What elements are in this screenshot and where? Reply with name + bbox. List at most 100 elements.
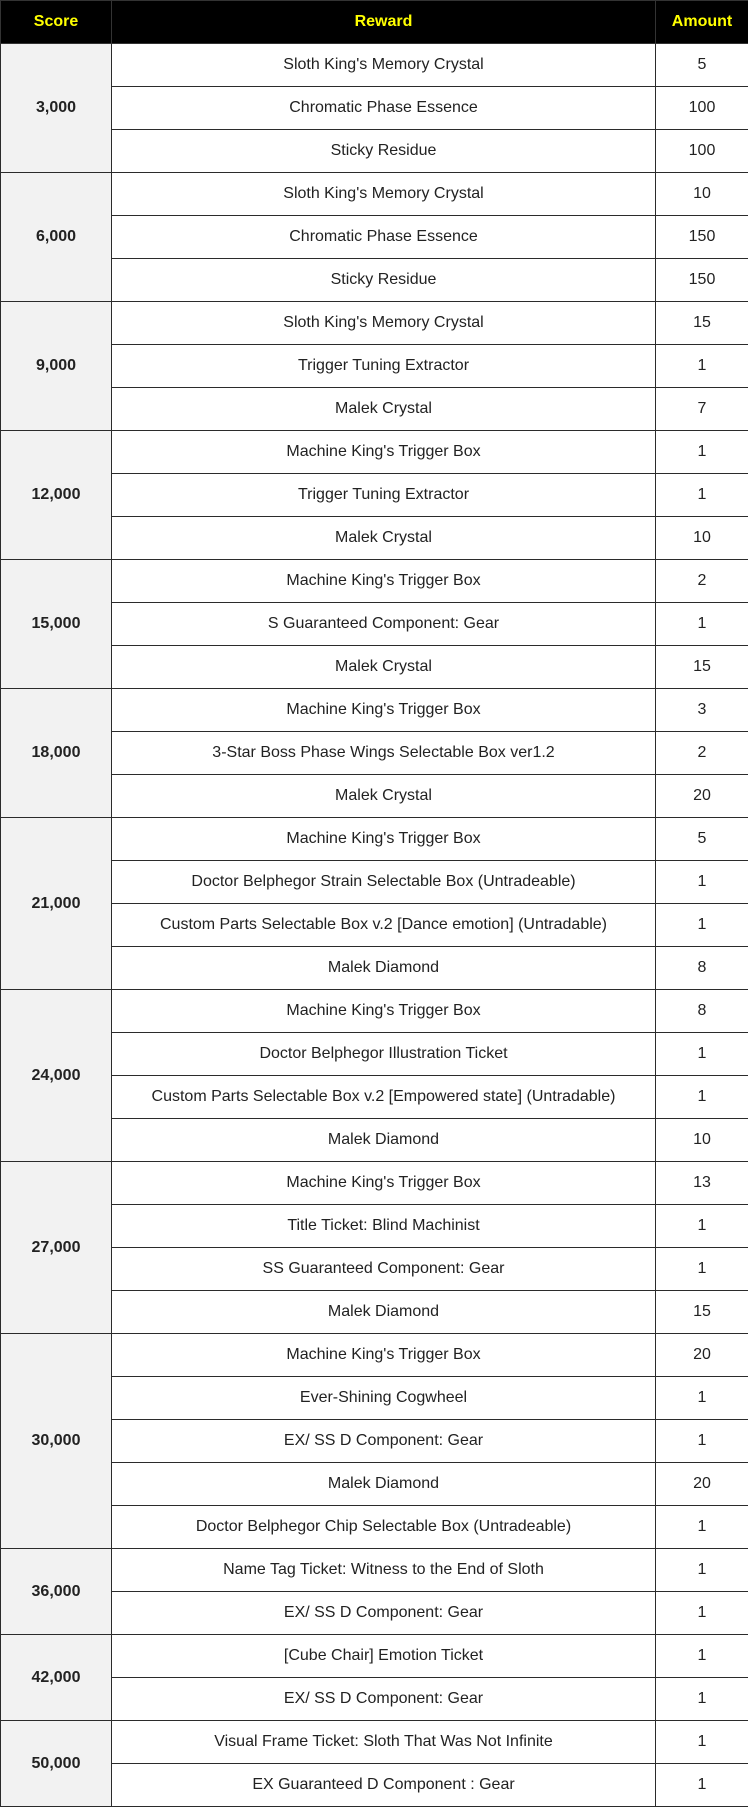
table-row: Chromatic Phase Essence 100 (1, 86, 748, 130)
score-cell: 6,000 (0, 172, 112, 302)
score-cell: 18,000 (0, 688, 112, 818)
amount-cell: 1 (655, 1591, 748, 1635)
amount-cell: 1 (655, 1677, 748, 1721)
amount-cell: 1 (655, 473, 748, 517)
amount-cell: 10 (655, 172, 748, 216)
header-row: Score Reward Amount (0, 0, 748, 44)
score-cell: 50,000 (0, 1720, 112, 1807)
reward-cell: Custom Parts Selectable Box v.2 [Dance e… (111, 903, 656, 947)
amount-cell: 1 (655, 1247, 748, 1291)
reward-cell: Trigger Tuning Extractor (111, 344, 656, 388)
table-row: 30,000 Machine King's Trigger Box 20 (0, 1333, 748, 1549)
reward-cell: Malek Crystal (111, 645, 656, 689)
reward-cell: Visual Frame Ticket: Sloth That Was Not … (111, 1720, 656, 1764)
score-cell: 9,000 (0, 301, 112, 431)
score-cell: 3,000 (0, 43, 112, 173)
amount-cell: 20 (655, 1462, 748, 1506)
reward-cell: EX/ SS D Component: Gear (111, 1419, 656, 1463)
table-row: Malek Diamond 20 (1, 1462, 748, 1506)
amount-cell: 1 (655, 1204, 748, 1248)
header-reward: Reward (111, 0, 656, 44)
table-row: Malek Diamond 8 (1, 946, 748, 990)
table-row: Doctor Belphegor Illustration Ticket 1 (1, 1032, 748, 1076)
score-cell: 15,000 (0, 559, 112, 689)
table-row: 3-Star Boss Phase Wings Selectable Box v… (1, 731, 748, 775)
table-row: 42,000 [Cube Chair] Emotion Ticket 1 (0, 1634, 748, 1721)
amount-cell: 150 (655, 258, 748, 302)
reward-cell: Doctor Belphegor Strain Selectable Box (… (111, 860, 656, 904)
table-row: 36,000 Name Tag Ticket: Witness to the En… (0, 1548, 748, 1635)
table-row: Malek Diamond 15 (1, 1290, 748, 1334)
amount-cell: 7 (655, 387, 748, 431)
amount-cell: 1 (655, 860, 748, 904)
reward-cell: Doctor Belphegor Illustration Ticket (111, 1032, 656, 1076)
reward-cell: SS Guaranteed Component: Gear (111, 1247, 656, 1291)
reward-cell: Malek Diamond (111, 1290, 656, 1334)
table-row: 15,000 Machine King's Trigger Box 2 (0, 559, 748, 689)
score-cell: 27,000 (0, 1161, 112, 1334)
reward-cell: EX Guaranteed D Component : Gear (111, 1763, 656, 1807)
table-row: Trigger Tuning Extractor 1 (1, 473, 748, 517)
table-row: 9,000 Sloth King's Memory Crystal 15 (0, 301, 748, 431)
table-row: Custom Parts Selectable Box v.2 [Empower… (1, 1075, 748, 1119)
score-cell: 12,000 (0, 430, 112, 560)
reward-cell: Malek Diamond (111, 1462, 656, 1506)
table-row: Chromatic Phase Essence 150 (1, 215, 748, 259)
amount-cell: 1 (655, 1505, 748, 1549)
amount-cell: 15 (655, 645, 748, 689)
table-row: 24,000 Machine King's Trigger Box 8 (0, 989, 748, 1162)
reward-cell: Custom Parts Selectable Box v.2 [Empower… (111, 1075, 656, 1119)
reward-cell: Machine King's Trigger Box (111, 430, 656, 474)
table-row: Doctor Belphegor Chip Selectable Box (Un… (1, 1505, 748, 1549)
reward-cell: Sticky Residue (111, 129, 656, 173)
table-row: 6,000 Sloth King's Memory Crystal 10 (0, 172, 748, 302)
amount-cell: 1 (655, 1376, 748, 1420)
amount-cell: 1 (655, 344, 748, 388)
amount-cell: 1 (655, 1634, 748, 1678)
reward-cell: Machine King's Trigger Box (111, 1161, 656, 1205)
amount-cell: 20 (655, 774, 748, 818)
reward-cell: Machine King's Trigger Box (111, 688, 656, 732)
table-row: Sticky Residue 150 (1, 258, 748, 302)
amount-cell: 10 (655, 516, 748, 560)
table-row: 27,000 Machine King's Trigger Box 13 (0, 1161, 748, 1334)
table-row: EX/ SS D Component: Gear 1 (1, 1677, 748, 1721)
amount-cell: 15 (655, 1290, 748, 1334)
score-cell: 42,000 (0, 1634, 112, 1721)
table-row: Sticky Residue 100 (1, 129, 748, 173)
amount-cell: 13 (655, 1161, 748, 1205)
table-row: EX Guaranteed D Component : Gear 1 (1, 1763, 748, 1807)
amount-cell: 15 (655, 301, 748, 345)
reward-cell: Machine King's Trigger Box (111, 1333, 656, 1377)
reward-cell: Malek Diamond (111, 946, 656, 990)
amount-cell: 150 (655, 215, 748, 259)
reward-cell: Chromatic Phase Essence (111, 215, 656, 259)
table-row: Malek Diamond 10 (1, 1118, 748, 1162)
amount-cell: 2 (655, 559, 748, 603)
amount-cell: 1 (655, 1548, 748, 1592)
reward-cell: Doctor Belphegor Chip Selectable Box (Un… (111, 1505, 656, 1549)
score-cell: 21,000 (0, 817, 112, 990)
amount-cell: 1 (655, 602, 748, 646)
amount-cell: 10 (655, 1118, 748, 1162)
table-row: Malek Crystal 20 (1, 774, 748, 818)
reward-cell: Machine King's Trigger Box (111, 817, 656, 861)
amount-cell: 1 (655, 1763, 748, 1807)
amount-cell: 1 (655, 1075, 748, 1119)
reward-cell: Ever-Shining Cogwheel (111, 1376, 656, 1420)
reward-cell: Malek Diamond (111, 1118, 656, 1162)
header-score: Score (0, 0, 112, 44)
table-row: EX/ SS D Component: Gear 1 (1, 1591, 748, 1635)
table-row: Custom Parts Selectable Box v.2 [Dance e… (1, 903, 748, 947)
table-row: 50,000 Visual Frame Ticket: Sloth That Wa… (0, 1720, 748, 1807)
amount-cell: 3 (655, 688, 748, 732)
amount-cell: 1 (655, 903, 748, 947)
amount-cell: 2 (655, 731, 748, 775)
score-cell: 36,000 (0, 1548, 112, 1635)
table-row: SS Guaranteed Component: Gear 1 (1, 1247, 748, 1291)
amount-cell: 1 (655, 1032, 748, 1076)
reward-cell: Chromatic Phase Essence (111, 86, 656, 130)
score-cell: 30,000 (0, 1333, 112, 1549)
reward-cell: Title Ticket: Blind Machinist (111, 1204, 656, 1248)
